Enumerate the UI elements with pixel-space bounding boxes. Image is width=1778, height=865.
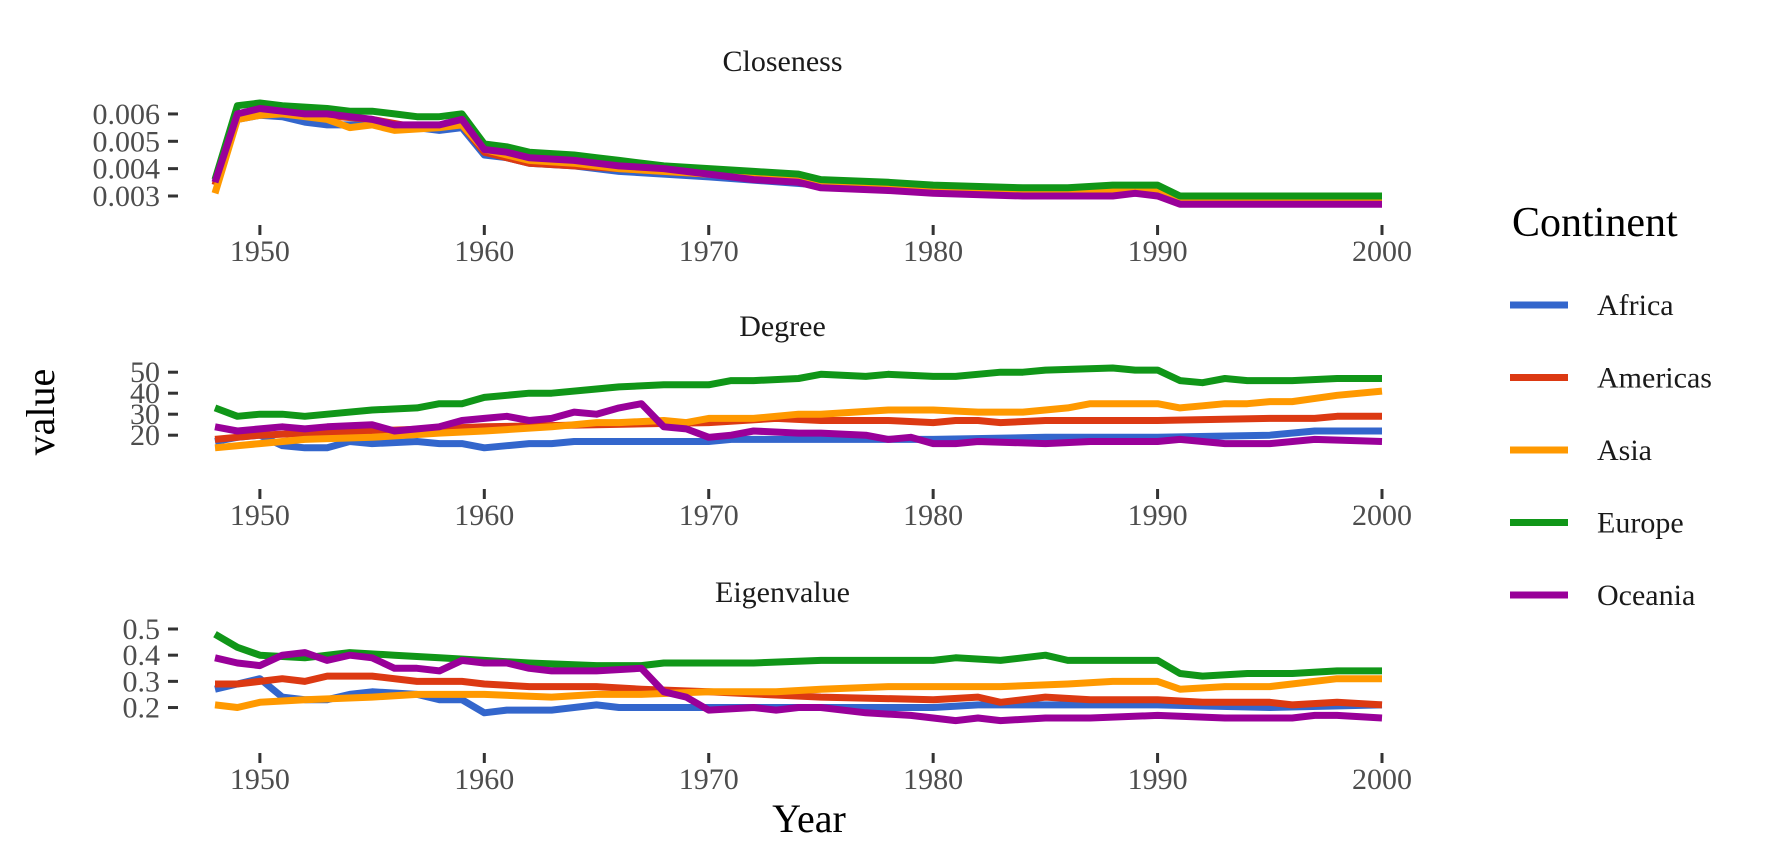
y-tick-label: 0.004 xyxy=(93,153,161,186)
x-tick-label: 1950 xyxy=(230,235,290,268)
panel-title: Eigenvalue xyxy=(715,576,850,609)
x-tick-label: 1980 xyxy=(903,235,963,268)
x-tick-label: 1990 xyxy=(1128,763,1188,796)
x-tick-label: 1960 xyxy=(454,499,514,532)
y-tick-label: 0.003 xyxy=(93,180,161,213)
legend-item-europe: Europe xyxy=(1510,507,1684,540)
legend-item-americas: Americas xyxy=(1510,362,1712,395)
series-line-oceania xyxy=(214,649,1383,725)
legend-item-asia: Asia xyxy=(1510,434,1652,467)
x-tick-label: 1960 xyxy=(454,763,514,796)
y-tick-label: 20 xyxy=(130,419,160,452)
y-tick-label: 0.2 xyxy=(123,692,161,725)
y-tick-label: 40 xyxy=(130,377,160,410)
legend-item-africa: Africa xyxy=(1510,289,1674,322)
series-line-africa xyxy=(214,427,1382,452)
x-tick-label: 1970 xyxy=(679,763,739,796)
series-line-europe xyxy=(213,364,1382,420)
legend-label: Oceania xyxy=(1597,579,1695,612)
legend-label: Europe xyxy=(1597,507,1684,540)
y-tick-label: 0.4 xyxy=(123,639,161,672)
series-line-oceania xyxy=(214,400,1383,448)
x-tick-label: 1980 xyxy=(903,499,963,532)
y-tick-label: 50 xyxy=(130,356,160,389)
x-tick-label: 1990 xyxy=(1128,235,1188,268)
series-line-oceania xyxy=(211,105,1382,208)
legend: Continent Africa Americas Asia Europe Oceani… xyxy=(1510,200,1712,612)
x-tick-label: 1970 xyxy=(679,499,739,532)
y-tick-label: 30 xyxy=(130,398,160,431)
x-axis-title: Year xyxy=(772,796,846,841)
x-tick-label: 1980 xyxy=(903,763,963,796)
legend-label: Americas xyxy=(1597,362,1712,395)
y-tick-label: 0.3 xyxy=(123,665,161,698)
x-tick-label: 1990 xyxy=(1128,499,1188,532)
panel-title: Degree xyxy=(739,310,826,343)
x-tick-label: 2000 xyxy=(1352,499,1412,532)
legend-label: Asia xyxy=(1597,434,1652,467)
legend-title: Continent xyxy=(1512,200,1678,246)
panel-title: Closeness xyxy=(723,45,843,78)
series-line-asia xyxy=(214,675,1382,711)
x-tick-label: 1960 xyxy=(454,235,514,268)
panel-eigenvalue: Eigenvalue 0.20.30.40.5 1950 1960 1970 1980 19… xyxy=(123,576,1413,796)
y-tick-label: 0.005 xyxy=(93,125,161,158)
y-tick-label: 0.006 xyxy=(93,98,161,131)
series-line-europe xyxy=(211,99,1382,200)
series-line-asia xyxy=(214,387,1383,452)
x-tick-label: 1950 xyxy=(230,499,290,532)
x-tick-label: 1950 xyxy=(230,763,290,796)
x-tick-label: 2000 xyxy=(1352,763,1412,796)
y-tick-label: 0.5 xyxy=(123,613,161,646)
legend-item-oceania: Oceania xyxy=(1510,579,1695,612)
x-tick-label: 1970 xyxy=(679,235,739,268)
legend-label: Africa xyxy=(1597,289,1674,322)
x-tick-label: 2000 xyxy=(1352,235,1412,268)
y-axis-title: value xyxy=(18,369,63,456)
